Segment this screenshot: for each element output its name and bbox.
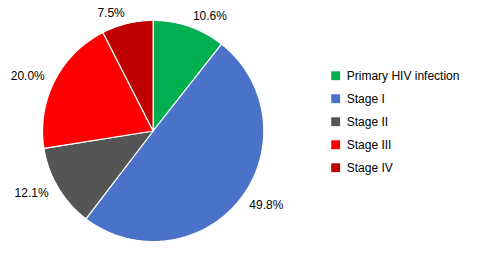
svg-text:49.8%: 49.8% bbox=[249, 198, 283, 212]
svg-text:Stage II: Stage II bbox=[347, 115, 388, 129]
svg-text:20.0%: 20.0% bbox=[11, 69, 45, 83]
svg-text:12.1%: 12.1% bbox=[15, 186, 49, 200]
svg-text:Stage IV: Stage IV bbox=[347, 161, 393, 175]
svg-text:10.6%: 10.6% bbox=[193, 9, 227, 23]
svg-text:Stage III: Stage III bbox=[347, 138, 392, 152]
svg-text:Primary HIV infection: Primary HIV infection bbox=[347, 69, 460, 83]
svg-text:7.5%: 7.5% bbox=[97, 6, 125, 20]
svg-text:Stage I: Stage I bbox=[347, 92, 385, 106]
